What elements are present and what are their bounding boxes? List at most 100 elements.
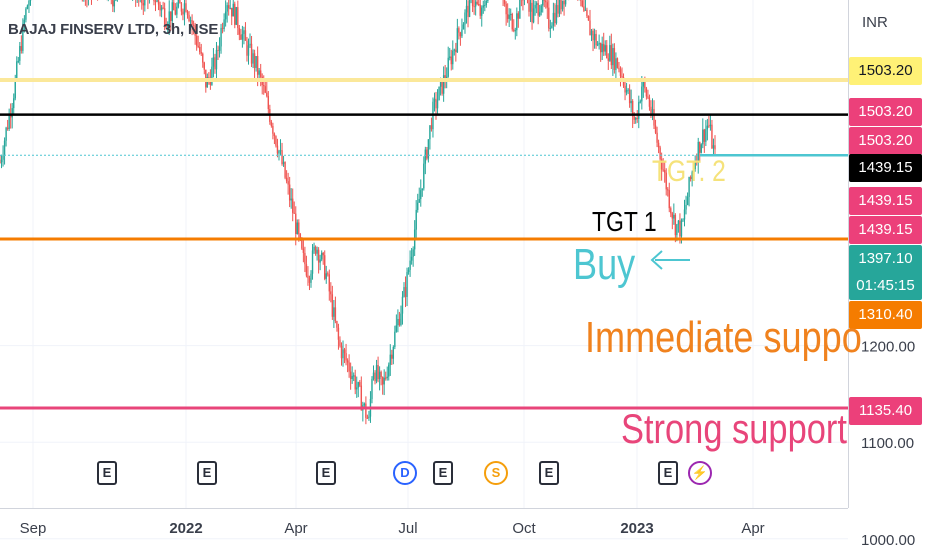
annotation-tgt2[interactable]: TGT. 2 <box>652 155 726 188</box>
time-axis[interactable]: Sep 2022 Apr Jul Oct 2023 Apr <box>20 520 765 537</box>
candle-body <box>247 45 250 56</box>
candle-body <box>400 313 402 326</box>
candle-body <box>601 43 603 53</box>
candle-body <box>625 90 628 93</box>
candle-body <box>546 2 549 8</box>
time-tick-label: Jul <box>398 520 417 537</box>
candle-body <box>461 29 463 37</box>
candle-body <box>349 371 352 380</box>
candle-body <box>421 188 423 191</box>
candle-body <box>241 34 244 40</box>
candle-body <box>395 325 398 332</box>
candle-body <box>671 213 674 219</box>
candle-body <box>538 12 541 16</box>
candle-body <box>162 7 164 9</box>
candle-body <box>551 25 553 28</box>
candle-body <box>444 75 446 80</box>
candle-body <box>11 108 13 118</box>
candle-body <box>243 30 245 35</box>
candle-body <box>404 287 407 297</box>
earnings-event-icon[interactable]: E <box>97 461 117 485</box>
candle-body <box>609 45 611 61</box>
price-axis[interactable]: 1000.00 1100.00 1200.00 <box>861 339 915 549</box>
candle-body <box>388 364 390 377</box>
candle-body <box>195 35 198 46</box>
candle-body <box>561 0 564 10</box>
candle-body <box>380 371 382 378</box>
candle-body <box>708 125 710 127</box>
candle-body <box>599 42 602 53</box>
candle-body <box>357 382 359 388</box>
candle-body <box>668 190 670 209</box>
candle-body <box>354 375 356 390</box>
candle-body <box>197 45 199 47</box>
candle-body <box>351 375 353 380</box>
candle-body <box>296 222 298 234</box>
candle-body <box>401 296 404 314</box>
candle-body <box>477 3 480 5</box>
earnings-event-icon[interactable]: E <box>433 461 453 485</box>
candle-body <box>160 7 163 11</box>
candle-body <box>581 0 584 7</box>
candle-body <box>479 4 481 16</box>
candle-body <box>368 416 370 419</box>
candle-body <box>299 234 302 239</box>
lightning-event-icon[interactable]: ⚡ <box>688 461 712 485</box>
candle-body <box>348 362 350 372</box>
price-tick-label: 1000.00 <box>861 532 915 549</box>
candle-body <box>322 252 324 256</box>
candle-body <box>389 354 391 365</box>
candle-body <box>560 0 562 10</box>
candle-body <box>657 142 660 148</box>
time-tick-label: 2022 <box>169 520 202 537</box>
candle-body <box>381 377 384 385</box>
candle-body <box>113 0 116 7</box>
candle-body <box>438 86 440 101</box>
price-tag: 1135.40 <box>849 397 922 425</box>
candle-body <box>336 321 338 328</box>
candle-body <box>153 0 155 2</box>
candle-body <box>651 109 654 115</box>
candle-body <box>253 53 256 68</box>
earnings-event-icon[interactable]: E <box>316 461 336 485</box>
candle-body <box>330 291 332 295</box>
earnings-event-icon[interactable]: E <box>539 461 559 485</box>
earnings-event-icon[interactable]: E <box>658 461 678 485</box>
candle-body <box>144 0 146 6</box>
candle-body <box>141 0 143 4</box>
candle-body <box>227 5 230 9</box>
split-event-icon[interactable]: S <box>484 461 508 485</box>
candle-body <box>179 0 181 4</box>
bar-countdown-tag: 01:45:15 <box>849 272 922 300</box>
annotation-buy[interactable]: Buy <box>573 240 636 289</box>
annotation-strong-support[interactable]: Strong support <box>621 405 847 452</box>
candle-body <box>624 85 626 93</box>
candle-body <box>365 403 367 418</box>
candle-body <box>474 1 477 7</box>
candle-body <box>621 75 623 78</box>
candle-body <box>528 0 530 12</box>
candle-body <box>317 249 320 263</box>
time-tick-label: Apr <box>741 520 764 537</box>
annotation-tgt1[interactable]: TGT 1 <box>592 206 657 237</box>
candle-body <box>696 160 698 163</box>
candle-body <box>481 7 483 16</box>
annotation-immediate-support[interactable]: Immediate suppo <box>585 313 862 362</box>
dividend-event-icon[interactable]: D <box>393 461 417 485</box>
candle-body <box>554 12 556 24</box>
candle-body <box>263 84 265 87</box>
candle-body <box>659 147 661 160</box>
buy-arrow-head <box>650 250 663 270</box>
candle-body <box>14 78 16 99</box>
earnings-event-icon[interactable]: E <box>197 461 217 485</box>
candle-body <box>22 23 24 51</box>
candle-body <box>304 252 306 265</box>
candle-body <box>112 0 114 7</box>
candle-body <box>682 219 684 221</box>
candle-body <box>674 214 677 236</box>
candle-body <box>506 14 509 19</box>
candle-body <box>316 249 318 254</box>
candle-body <box>249 43 251 46</box>
candle-body <box>673 214 675 219</box>
